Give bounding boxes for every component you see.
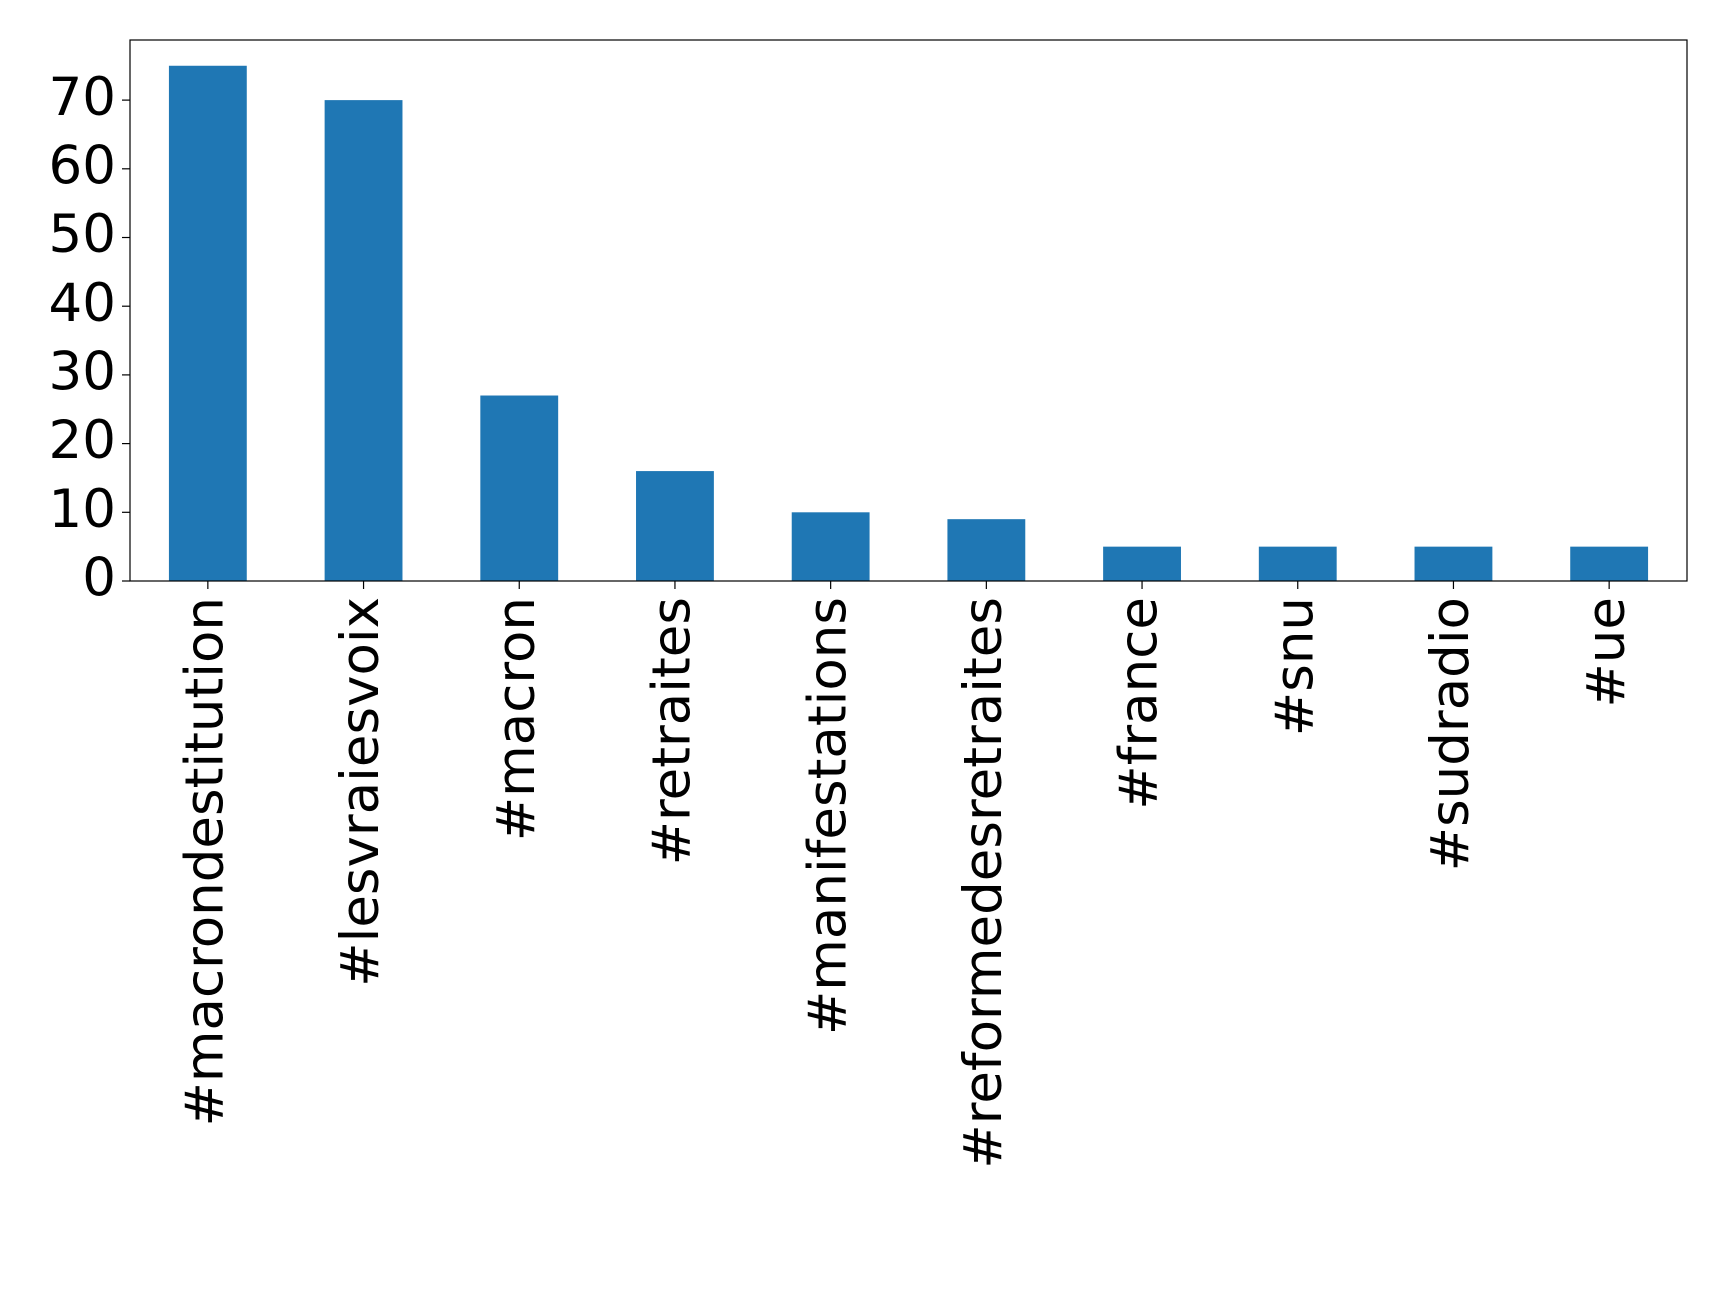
y-tick-label: 40 — [49, 273, 116, 334]
x-tick-label: #ue — [1576, 597, 1637, 708]
bar — [168, 65, 247, 581]
bar — [480, 395, 559, 581]
x-tick-label: #reformedesretraites — [953, 597, 1014, 1169]
y-tick-label: 0 — [82, 548, 116, 609]
plot-frame — [129, 39, 1688, 582]
bar — [1103, 546, 1181, 581]
x-tick-label: #sudradio — [1420, 597, 1481, 871]
bar — [636, 471, 714, 581]
x-tick-label: #retraites — [642, 597, 703, 865]
bar — [1570, 546, 1649, 581]
bar — [791, 512, 870, 581]
y-tick-label: 20 — [49, 410, 116, 471]
x-tick-label: #france — [1109, 597, 1170, 810]
x-tick-label: #manifestations — [797, 597, 858, 1035]
bar — [1258, 546, 1337, 581]
x-tick-label: #macrondestitution — [174, 597, 235, 1127]
y-tick-label: 50 — [49, 204, 116, 265]
x-tick-label: #snu — [1264, 597, 1325, 736]
bar — [324, 100, 403, 581]
x-tick-label: #macron — [486, 597, 547, 841]
y-tick-label: 10 — [49, 479, 116, 540]
y-tick-label: 70 — [49, 67, 116, 128]
y-tick-label: 60 — [49, 135, 116, 196]
x-tick-label: #lesvraiesvoix — [330, 597, 391, 987]
bar — [1414, 546, 1493, 581]
bar — [947, 519, 1026, 581]
y-tick-label: 30 — [49, 342, 116, 403]
